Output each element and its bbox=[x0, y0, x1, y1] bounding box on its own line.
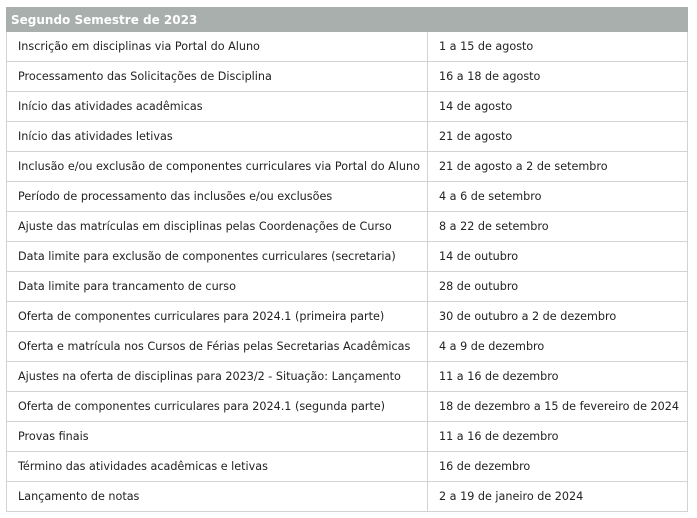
event-cell: Término das atividades acadêmicas e leti… bbox=[6, 451, 428, 482]
event-cell: Inscrição em disciplinas via Portal do A… bbox=[6, 31, 428, 62]
date-cell: 16 de dezembro bbox=[427, 451, 688, 482]
date-cell: 16 a 18 de agosto bbox=[427, 61, 688, 92]
table-header-row: Segundo Semestre de 2023 bbox=[6, 7, 688, 32]
table-row: Início das atividades letivas 21 de agost… bbox=[6, 121, 688, 152]
table-row: Processamento das Solicitações de Discip… bbox=[6, 61, 688, 92]
table-row: Inclusão e/ou exclusão de componentes cu… bbox=[6, 151, 688, 182]
event-cell: Oferta de componentes curriculares para … bbox=[6, 301, 428, 332]
table-row: Oferta e matrícula nos Cursos de Férias … bbox=[6, 331, 688, 362]
table-row: Período de processamento das inclusões e… bbox=[6, 181, 688, 212]
table-row: Data limite para exclusão de componentes… bbox=[6, 241, 688, 272]
event-cell: Inclusão e/ou exclusão de componentes cu… bbox=[6, 151, 428, 182]
date-cell: 21 de agosto a 2 de setembro bbox=[427, 151, 688, 182]
table-row: Oferta de componentes curriculares para … bbox=[6, 391, 688, 422]
table-row: Data limite para trancamento de curso 28 … bbox=[6, 271, 688, 302]
event-cell: Data limite para trancamento de curso bbox=[6, 271, 428, 302]
event-cell: Oferta e matrícula nos Cursos de Férias … bbox=[6, 331, 428, 362]
date-cell: 28 de outubro bbox=[427, 271, 688, 302]
date-cell: 1 a 15 de agosto bbox=[427, 31, 688, 62]
event-cell: Oferta de componentes curriculares para … bbox=[6, 391, 428, 422]
semester-title: Segundo Semestre de 2023 bbox=[6, 7, 688, 32]
event-cell: Lançamento de notas bbox=[6, 481, 428, 512]
event-cell: Início das atividades acadêmicas bbox=[6, 91, 428, 122]
date-cell: 11 a 16 de dezembro bbox=[427, 361, 688, 392]
date-cell: 14 de agosto bbox=[427, 91, 688, 122]
event-cell: Processamento das Solicitações de Discip… bbox=[6, 61, 428, 92]
date-cell: 18 de dezembro a 15 de fevereiro de 2024 bbox=[427, 391, 688, 422]
event-cell: Início das atividades letivas bbox=[6, 121, 428, 152]
date-cell: 30 de outubro a 2 de dezembro bbox=[427, 301, 688, 332]
date-cell: 4 a 9 de dezembro bbox=[427, 331, 688, 362]
table-row: Término das atividades acadêmicas e leti… bbox=[6, 451, 688, 482]
table-row: Início das atividades acadêmicas 14 de ag… bbox=[6, 91, 688, 122]
date-cell: 8 a 22 de setembro bbox=[427, 211, 688, 242]
calendar-table: Segundo Semestre de 2023 Inscrição em di… bbox=[6, 7, 688, 512]
table-row: Ajustes na oferta de disciplinas para 20… bbox=[6, 361, 688, 392]
event-cell: Ajustes na oferta de disciplinas para 20… bbox=[6, 361, 428, 392]
event-cell: Ajuste das matrículas em disciplinas pel… bbox=[6, 211, 428, 242]
date-cell: 21 de agosto bbox=[427, 121, 688, 152]
date-cell: 4 a 6 de setembro bbox=[427, 181, 688, 212]
date-cell: 14 de outubro bbox=[427, 241, 688, 272]
event-cell: Provas finais bbox=[6, 421, 428, 452]
date-cell: 11 a 16 de dezembro bbox=[427, 421, 688, 452]
table-row: Oferta de componentes curriculares para … bbox=[6, 301, 688, 332]
event-cell: Período de processamento das inclusões e… bbox=[6, 181, 428, 212]
table-row: Ajuste das matrículas em disciplinas pel… bbox=[6, 211, 688, 242]
table-row: Lançamento de notas 2 a 19 de janeiro de … bbox=[6, 481, 688, 512]
table-row: Provas finais 11 a 16 de dezembro bbox=[6, 421, 688, 452]
table-row: Inscrição em disciplinas via Portal do A… bbox=[6, 31, 688, 62]
event-cell: Data limite para exclusão de componentes… bbox=[6, 241, 428, 272]
date-cell: 2 a 19 de janeiro de 2024 bbox=[427, 481, 688, 512]
